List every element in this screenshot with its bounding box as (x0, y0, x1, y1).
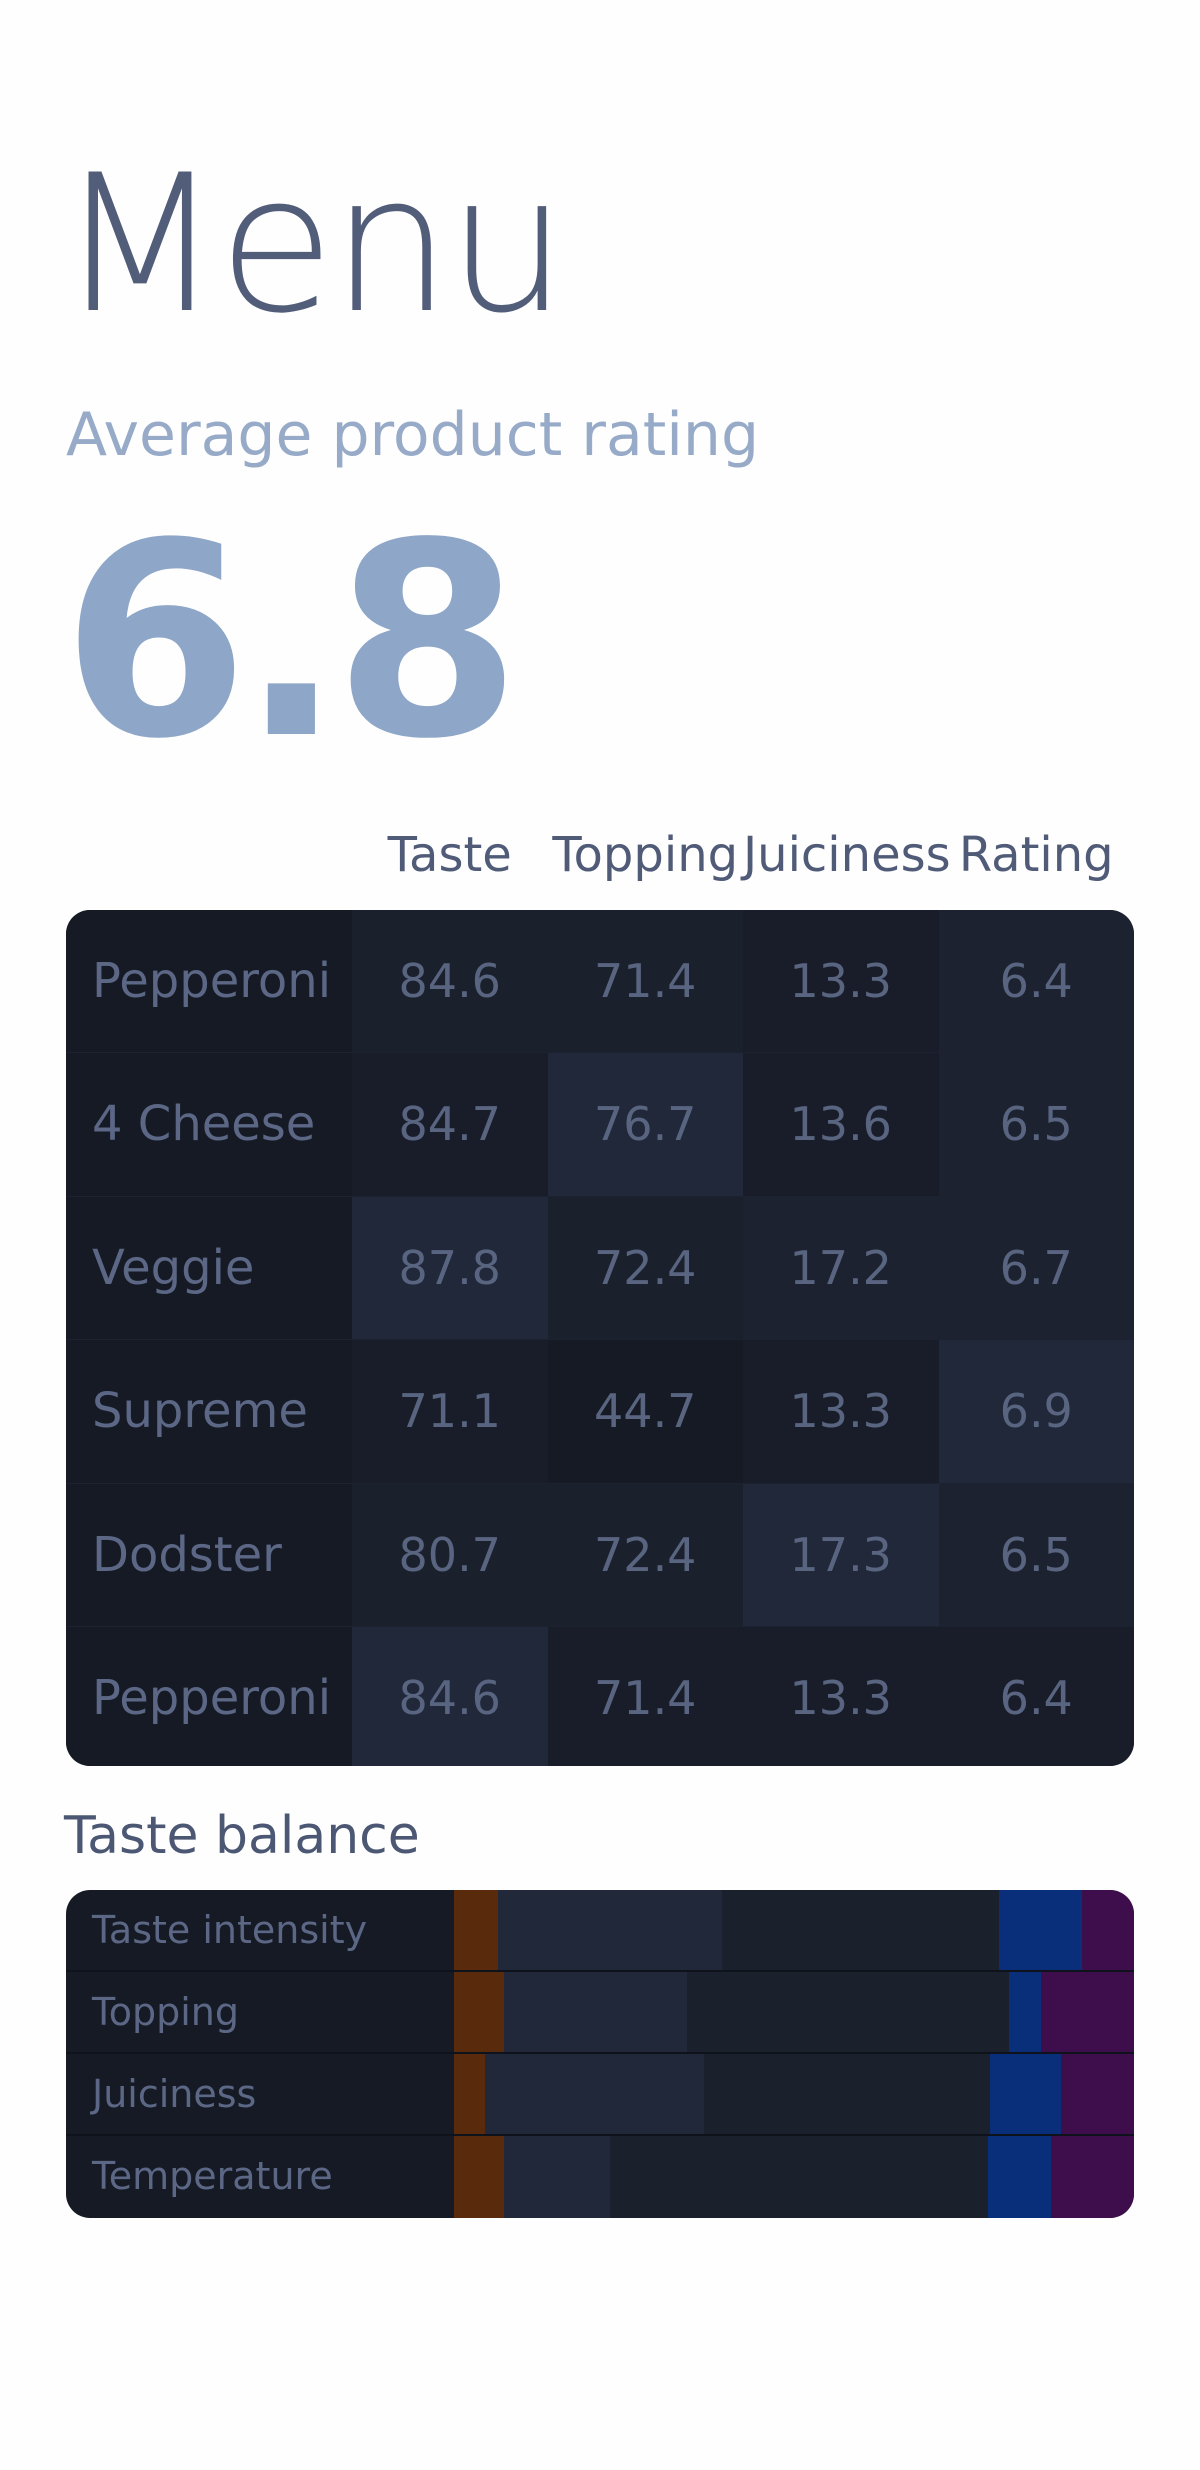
row-label: 4 Cheese (66, 1053, 352, 1196)
table-row[interactable]: Supreme 71.1 44.7 13.3 6.9 (66, 1340, 1134, 1484)
balance-segment (454, 1972, 505, 2052)
column-header-juiciness[interactable]: Juiciness (743, 827, 951, 883)
taste-balance-title: Taste balance (64, 1806, 420, 1866)
table-cell: 84.6 (352, 910, 548, 1053)
table-cell: 80.7 (352, 1483, 548, 1626)
table-cell: 71.4 (547, 1626, 743, 1766)
balance-segment (1040, 1972, 1134, 2052)
row-label: Dodster (66, 1483, 352, 1626)
balance-segment (988, 2136, 1052, 2218)
balance-row[interactable]: Juiciness (66, 2054, 1134, 2136)
row-label: Pepperoni (66, 1626, 352, 1766)
average-rating-label: Average product rating (66, 400, 760, 470)
balance-segment (1061, 2054, 1134, 2134)
average-rating-value: 6.8 (62, 486, 521, 798)
table-cell: 13.3 (743, 1626, 939, 1766)
table-row[interactable]: Pepperoni 84.6 71.4 13.3 6.4 (66, 910, 1134, 1054)
table-row[interactable]: Dodster 80.7 72.4 17.3 6.5 (66, 1483, 1134, 1627)
table-row[interactable]: Veggie 87.8 72.4 17.2 6.7 (66, 1196, 1134, 1341)
table-cell: 72.4 (547, 1483, 743, 1626)
table-cell: 6.4 (938, 1626, 1134, 1766)
table-cell: 17.2 (743, 1196, 939, 1340)
table-cell: 13.3 (743, 1340, 939, 1483)
balance-row-label: Juiciness (92, 2072, 257, 2116)
balance-segment (454, 1890, 498, 1970)
balance-segment (1082, 1890, 1134, 1970)
table-cell: 17.3 (743, 1483, 939, 1626)
balance-segment (610, 2136, 989, 2218)
balance-segment (504, 1972, 687, 2052)
table-cell: 6.7 (938, 1196, 1134, 1340)
balance-segment (504, 2136, 611, 2218)
table-cell: 6.4 (938, 910, 1134, 1053)
table-cell: 71.1 (352, 1340, 548, 1483)
row-label: Supreme (66, 1340, 352, 1483)
table-cell: 71.4 (547, 910, 743, 1053)
balance-segment (454, 2054, 485, 2134)
balance-bar (454, 2136, 1134, 2218)
balance-segment (454, 2136, 505, 2218)
balance-segment (686, 1972, 1009, 2052)
balance-row[interactable]: Taste intensity (66, 1890, 1134, 1972)
balance-row-label: Temperature (92, 2154, 333, 2198)
balance-bar (454, 1890, 1134, 1970)
balance-bar (454, 2054, 1134, 2134)
balance-segment (703, 2054, 990, 2134)
balance-segment (999, 1890, 1083, 1970)
table-cell: 84.6 (352, 1626, 548, 1766)
balance-row-label: Taste intensity (92, 1908, 368, 1952)
balance-segment (497, 1890, 722, 1970)
table-cell: 76.7 (547, 1053, 743, 1196)
page-title: Menu (58, 134, 568, 355)
balance-segment (721, 1890, 1000, 1970)
table-cell: 13.3 (743, 910, 939, 1053)
table-cell: 6.5 (938, 1053, 1134, 1196)
table-cell: 13.6 (743, 1053, 939, 1196)
table-row[interactable]: Pepperoni 84.6 71.4 13.3 6.4 (66, 1626, 1134, 1766)
table-cell: 6.5 (938, 1483, 1134, 1626)
balance-segment (989, 2054, 1062, 2134)
balance-row-label: Topping (92, 1990, 240, 2034)
column-header-taste[interactable]: Taste (387, 827, 512, 883)
balance-bar (454, 1972, 1134, 2052)
column-header-topping[interactable]: Topping (552, 827, 739, 883)
balance-segment (484, 2054, 704, 2134)
table-cell: 44.7 (547, 1340, 743, 1483)
balance-segment (1051, 2136, 1134, 2218)
table-column-headers: Taste Topping Juiciness Rating (352, 820, 1134, 890)
balance-row[interactable]: Temperature (66, 2136, 1134, 2218)
ratings-table: Pepperoni 84.6 71.4 13.3 6.4 4 Cheese 84… (66, 910, 1134, 1766)
table-cell: 72.4 (547, 1196, 743, 1340)
table-row[interactable]: 4 Cheese 84.7 76.7 13.6 6.5 (66, 1053, 1134, 1197)
taste-balance-chart: Taste intensity Topping Juiciness Temper… (66, 1890, 1134, 2218)
column-header-rating[interactable]: Rating (958, 827, 1114, 883)
table-cell: 6.9 (938, 1340, 1134, 1483)
table-cell: 84.7 (352, 1053, 548, 1196)
row-label: Pepperoni (66, 910, 352, 1053)
row-label: Veggie (66, 1196, 352, 1340)
balance-segment (1008, 1972, 1041, 2052)
balance-row[interactable]: Topping (66, 1972, 1134, 2054)
table-cell: 87.8 (352, 1196, 548, 1340)
